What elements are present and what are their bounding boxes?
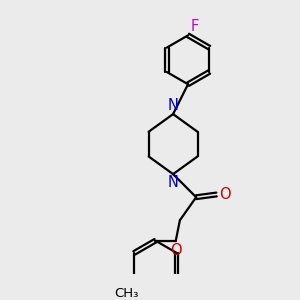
Text: N: N <box>168 98 178 113</box>
Text: CH₃: CH₃ <box>114 287 138 300</box>
Text: N: N <box>168 176 178 190</box>
Text: O: O <box>219 187 230 202</box>
Text: F: F <box>190 19 198 34</box>
Text: O: O <box>170 243 182 258</box>
